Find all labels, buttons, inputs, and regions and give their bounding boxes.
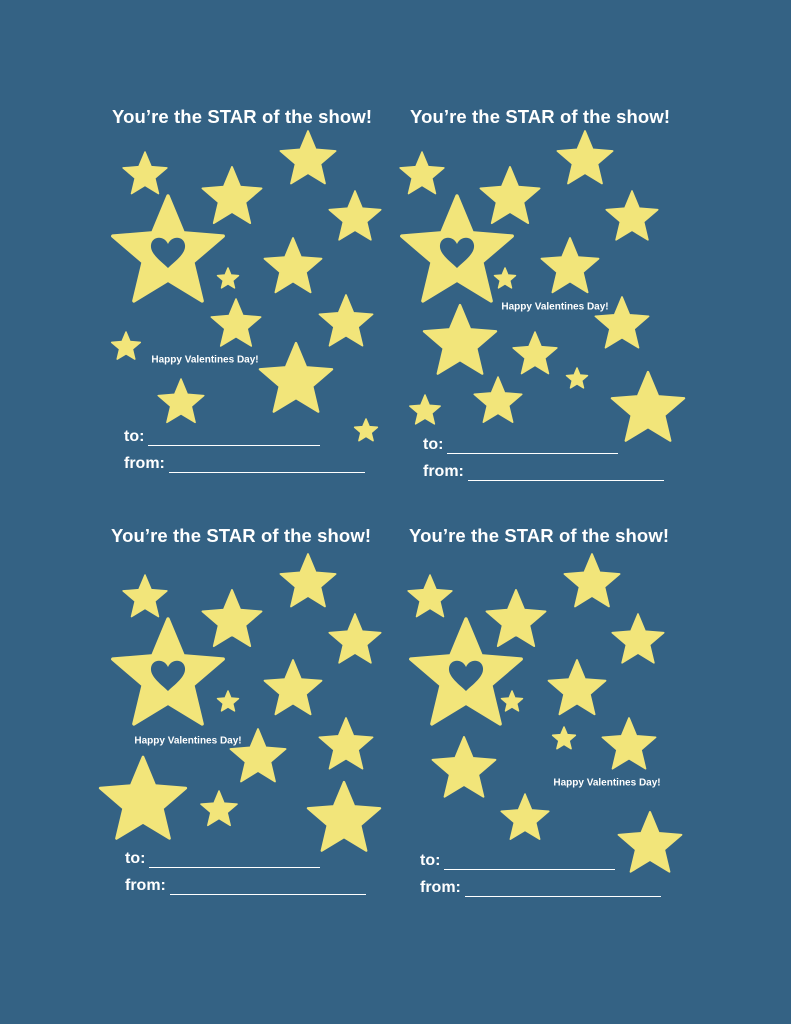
card-title: You’re the STAR of the show! bbox=[111, 525, 372, 546]
to-field[interactable]: to: bbox=[420, 852, 616, 870]
star-icon bbox=[565, 367, 589, 389]
to-label: to: bbox=[125, 850, 146, 867]
star-icon bbox=[611, 613, 665, 664]
star-icon bbox=[431, 736, 497, 798]
star-icon bbox=[547, 659, 607, 716]
to-label: to: bbox=[420, 852, 441, 869]
card-title: You’re the STAR of the show! bbox=[409, 525, 670, 546]
star-icon bbox=[328, 190, 382, 241]
star-icon bbox=[479, 166, 541, 225]
star-icon bbox=[258, 341, 334, 413]
star-icon bbox=[512, 331, 558, 375]
star-icon bbox=[601, 717, 657, 770]
to-line[interactable] bbox=[148, 431, 321, 446]
star-icon bbox=[263, 659, 323, 716]
card-title: You’re the STAR of the show! bbox=[410, 106, 671, 127]
star-icon bbox=[263, 237, 323, 294]
star-icon bbox=[318, 717, 374, 770]
star-icon bbox=[157, 378, 205, 424]
from-field[interactable]: from: bbox=[125, 877, 366, 895]
star-icon bbox=[473, 376, 523, 423]
star-icon bbox=[122, 151, 168, 195]
card-title: You’re the STAR of the show! bbox=[112, 106, 373, 127]
star-icon bbox=[493, 267, 517, 289]
star-icon bbox=[279, 553, 337, 608]
star-icon bbox=[216, 690, 240, 712]
star-icon bbox=[229, 728, 287, 783]
star-icon bbox=[306, 780, 382, 852]
star-icon bbox=[328, 613, 382, 664]
star-icon bbox=[110, 331, 142, 360]
star-icon bbox=[98, 755, 188, 840]
star-icon bbox=[563, 553, 621, 608]
greeting-text: Happy Valentines Day! bbox=[501, 301, 609, 313]
star-icon bbox=[201, 589, 263, 648]
star-icon bbox=[556, 130, 614, 185]
star-icon bbox=[399, 151, 445, 195]
star-icon bbox=[210, 298, 262, 347]
star-icon bbox=[594, 296, 650, 349]
star-icon bbox=[610, 370, 686, 442]
from-field[interactable]: from: bbox=[423, 463, 664, 481]
star-icon bbox=[485, 589, 547, 648]
star-icon bbox=[200, 790, 238, 827]
star-icon bbox=[500, 793, 550, 840]
star-icon bbox=[551, 726, 577, 750]
greeting-text: Happy Valentines Day! bbox=[134, 735, 242, 747]
to-line[interactable] bbox=[447, 439, 619, 454]
greeting-text: Happy Valentines Day! bbox=[553, 777, 661, 789]
star-icon bbox=[500, 690, 524, 712]
from-field[interactable]: from: bbox=[420, 879, 661, 897]
star-icon bbox=[407, 574, 453, 618]
from-line[interactable] bbox=[168, 458, 365, 473]
heart-icon bbox=[150, 237, 186, 268]
to-line[interactable] bbox=[149, 853, 321, 868]
to-label: to: bbox=[124, 428, 145, 445]
to-field[interactable]: to: bbox=[423, 436, 619, 454]
heart-icon bbox=[448, 660, 484, 691]
from-line[interactable] bbox=[464, 882, 661, 897]
star-icon bbox=[617, 811, 683, 873]
star-icon bbox=[318, 294, 374, 347]
to-field[interactable]: to: bbox=[125, 850, 321, 868]
from-line[interactable] bbox=[169, 880, 366, 895]
heart-icon bbox=[150, 660, 186, 691]
greeting-text: Happy Valentines Day! bbox=[151, 354, 259, 366]
star-icon bbox=[279, 130, 337, 185]
star-icon bbox=[216, 267, 240, 289]
star-icon bbox=[540, 237, 600, 294]
star-icon bbox=[409, 394, 441, 425]
star-icon bbox=[201, 166, 263, 225]
to-line[interactable] bbox=[444, 855, 616, 870]
from-label: from: bbox=[423, 463, 464, 480]
from-field[interactable]: from: bbox=[124, 455, 365, 473]
star-icon bbox=[353, 418, 379, 442]
heart-icon bbox=[439, 237, 475, 268]
from-label: from: bbox=[125, 877, 166, 894]
star-icon bbox=[605, 190, 659, 241]
to-label: to: bbox=[423, 436, 444, 453]
star-icon bbox=[422, 303, 498, 375]
star-icon bbox=[122, 574, 168, 618]
to-field[interactable]: to: bbox=[124, 428, 321, 446]
from-label: from: bbox=[124, 455, 165, 472]
from-line[interactable] bbox=[467, 466, 664, 481]
from-label: from: bbox=[420, 879, 461, 896]
